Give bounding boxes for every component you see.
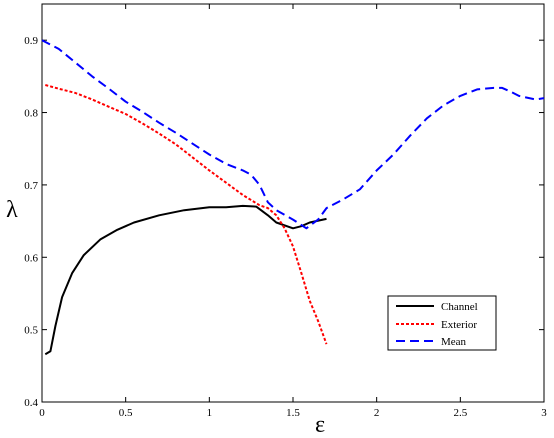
y-tick-label: 0.7 — [24, 180, 38, 192]
legend-label-mean: Mean — [441, 336, 467, 348]
x-tick-label: 0 — [39, 407, 45, 419]
legend-label-channel: Channel — [441, 301, 478, 313]
y-tick-label: 0.8 — [24, 108, 38, 120]
x-tick-label: 2 — [374, 407, 380, 419]
x-tick-label: 1 — [207, 407, 213, 419]
x-tick-label: 0.5 — [119, 407, 133, 419]
series-line-mean — [41, 39, 545, 230]
series-lines — [41, 39, 545, 356]
y-tick-label: 0.6 — [24, 252, 38, 264]
y-tick-label: 0.4 — [24, 397, 38, 409]
series-line-channel — [44, 204, 327, 356]
x-tick-label: 3 — [541, 407, 547, 419]
y-tick-label: 0.5 — [24, 325, 38, 337]
y-axis-label: λ — [6, 197, 18, 223]
y-tick-label: 0.9 — [24, 35, 38, 47]
legend: Channel Exterior Mean — [387, 295, 497, 351]
x-tick-label: 1.5 — [286, 407, 300, 419]
axis-ticks: 0 0.5 1 1.5 2 2.5 3 0.4 0.5 0.6 0.7 0.8 0.9 — [24, 4, 547, 419]
legend-label-exterior: Exterior — [441, 319, 477, 331]
x-axis-label: ε — [315, 412, 325, 438]
series-line-exterior — [45, 84, 328, 345]
x-tick-label: 2.5 — [453, 407, 467, 419]
